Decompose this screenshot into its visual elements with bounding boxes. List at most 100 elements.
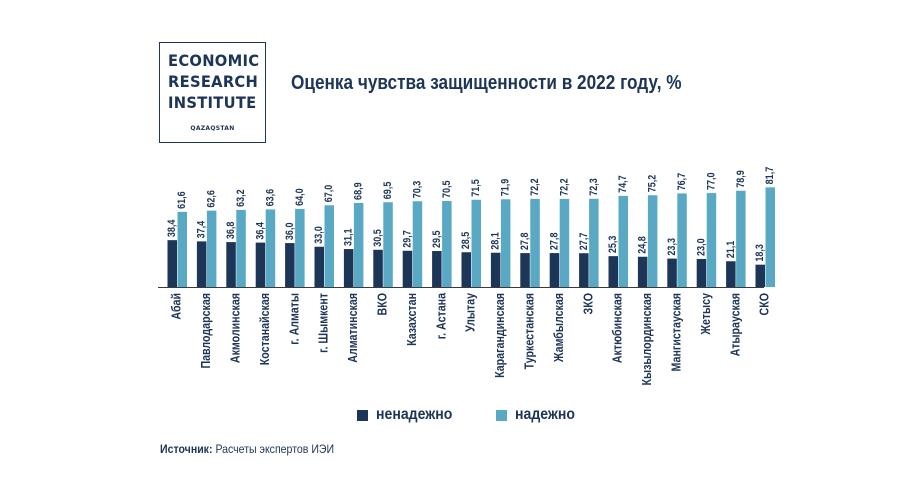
data-label-unreliable-2: 36,8	[225, 221, 237, 239]
data-label-reliable-2: 63,2	[235, 189, 247, 207]
bar-reliable-17	[677, 193, 687, 287]
source-label: Источник:	[160, 442, 213, 456]
category-label-17: Мангистауская	[668, 293, 683, 372]
bar-reliable-12	[530, 198, 540, 287]
data-label-unreliable-1: 37,4	[196, 220, 208, 238]
legend-label-reliable: надежно	[515, 406, 576, 423]
legend-swatch-unreliable	[357, 409, 368, 421]
bar-unreliable-7	[373, 249, 383, 287]
bar-unreliable-3	[255, 242, 266, 287]
legend-swatch-reliable	[496, 409, 507, 421]
source-text: Расчеты экспертов ИЭИ	[215, 442, 335, 456]
bar-unreliable-6	[343, 249, 354, 287]
bar-unreliable-0	[167, 240, 177, 287]
data-label-unreliable-16: 24,8	[637, 236, 649, 254]
category-label-16: Кызылординская	[639, 293, 654, 386]
bar-reliable-15	[618, 195, 628, 287]
data-label-reliable-7: 69,5	[382, 181, 394, 199]
bar-reliable-14	[589, 198, 599, 287]
data-label-reliable-4: 64,0	[294, 188, 306, 206]
category-label-1: Павлодарская	[198, 293, 213, 369]
category-label-18: Жетысу	[698, 293, 713, 336]
data-label-unreliable-11: 28,1	[490, 232, 502, 250]
bar-unreliable-11	[490, 252, 501, 287]
category-label-15: Актюбинская	[610, 293, 625, 363]
bar-reliable-2	[236, 209, 246, 287]
data-label-unreliable-17: 23,3	[666, 238, 678, 256]
data-label-reliable-15: 74,7	[617, 175, 629, 193]
bar-reliable-1	[206, 210, 217, 287]
bar-reliable-7	[383, 202, 393, 287]
category-label-9: г. Астана	[433, 293, 448, 340]
data-label-unreliable-9: 29,5	[431, 230, 443, 248]
data-label-reliable-17: 76,7	[676, 173, 688, 191]
bar-unreliable-15	[608, 256, 618, 287]
data-label-reliable-20: 81,7	[764, 166, 776, 184]
data-label-reliable-11: 71,9	[500, 178, 512, 196]
category-label-11: Карагандинская	[492, 293, 507, 378]
bar-reliable-18	[706, 193, 717, 287]
data-label-unreliable-4: 36,0	[284, 222, 296, 240]
logo-line-institute: INSTITUTE	[168, 93, 257, 112]
bar-unreliable-19	[726, 261, 736, 287]
category-label-4: г. Алматы	[286, 293, 301, 345]
data-label-unreliable-12: 27,8	[519, 232, 531, 250]
data-label-reliable-19: 78,9	[735, 170, 747, 188]
bar-reliable-3	[265, 209, 276, 287]
data-label-reliable-9: 70,5	[441, 180, 453, 198]
data-label-reliable-13: 72,2	[559, 178, 571, 196]
bar-unreliable-16	[637, 256, 648, 287]
bar-reliable-20	[765, 187, 775, 287]
data-label-reliable-8: 70,3	[412, 180, 424, 198]
data-label-unreliable-8: 29,7	[402, 230, 414, 248]
category-label-13: Жамбылская	[551, 293, 566, 363]
category-label-0: Абай	[169, 293, 184, 320]
legend-item-unreliable: ненадежно	[357, 406, 463, 424]
data-label-reliable-6: 68,9	[353, 182, 365, 200]
bar-reliable-5	[324, 205, 334, 287]
bar-unreliable-2	[226, 242, 236, 287]
bar-reliable-19	[736, 190, 746, 287]
bar-unreliable-10	[461, 252, 471, 287]
bar-unreliable-13	[549, 253, 560, 287]
logo-line-economic: ECONOMIC	[168, 51, 260, 70]
data-label-unreliable-3: 36,4	[255, 222, 267, 240]
data-label-unreliable-14: 27,7	[578, 232, 590, 250]
logo-subtitle: QAZAQSTAN	[190, 125, 235, 132]
data-label-unreliable-10: 28,5	[460, 231, 472, 249]
category-label-14: ЗКО	[580, 293, 595, 314]
eri-logo: ECONOMIC RESEARCH INSTITUTE QAZAQSTAN	[159, 42, 266, 143]
bar-unreliable-1	[196, 241, 207, 287]
category-label-6: Алматинская	[345, 293, 360, 363]
bar-unreliable-14	[579, 253, 589, 287]
category-label-7: ВКО	[374, 293, 389, 315]
category-label-8: Казахстан	[404, 293, 419, 346]
bar-reliable-11	[500, 199, 511, 287]
data-label-unreliable-0: 38,4	[166, 219, 178, 237]
bar-reliable-9	[442, 200, 452, 287]
category-label-2: Акмолинская	[227, 293, 242, 363]
data-label-reliable-1: 62,6	[206, 190, 218, 208]
data-label-unreliable-18: 23,0	[696, 238, 708, 256]
bar-unreliable-5	[314, 246, 324, 287]
bar-reliable-16	[647, 195, 658, 287]
data-label-reliable-0: 61,6	[176, 191, 188, 209]
bar-unreliable-20	[755, 264, 765, 287]
bar-unreliable-18	[696, 258, 707, 287]
data-label-unreliable-19: 21,1	[725, 240, 737, 258]
bar-reliable-6	[353, 202, 364, 287]
logo-line-research: RESEARCH	[168, 72, 259, 91]
data-label-reliable-14: 72,3	[588, 178, 600, 196]
data-label-reliable-18: 77,0	[706, 172, 718, 190]
category-label-3: Костанайская	[257, 293, 272, 365]
data-label-reliable-5: 67,0	[323, 184, 335, 202]
data-label-reliable-3: 63,6	[265, 189, 277, 207]
data-label-unreliable-6: 31,1	[343, 228, 355, 246]
legend-label-unreliable: ненадежно	[376, 406, 453, 423]
legend-item-reliable: надежно	[496, 406, 583, 424]
category-label-12: Туркестанская	[521, 293, 536, 369]
data-label-reliable-16: 75,2	[647, 174, 659, 192]
bar-reliable-0	[177, 211, 187, 287]
data-label-unreliable-20: 18,3	[754, 244, 766, 262]
